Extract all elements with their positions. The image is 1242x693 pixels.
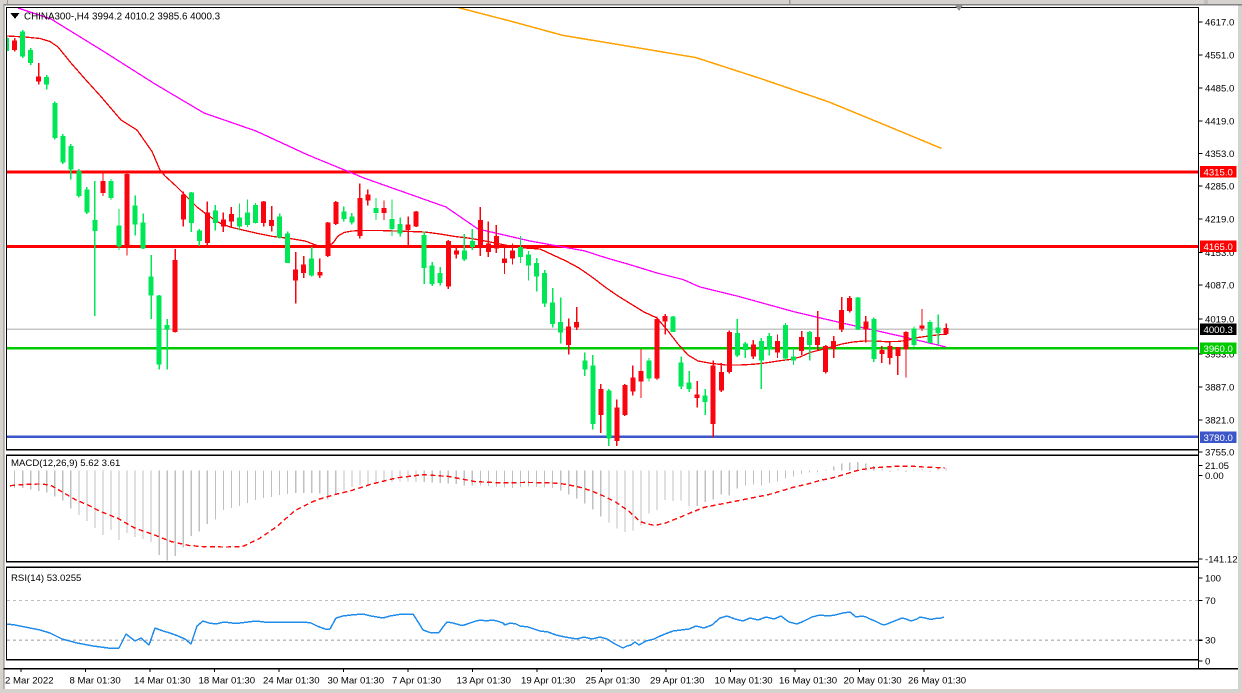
svg-text:25 Apr 01:30: 25 Apr 01:30 xyxy=(586,676,640,687)
svg-text:-141.12: -141.12 xyxy=(1205,554,1238,565)
svg-text:100: 100 xyxy=(1205,573,1221,584)
svg-text:3887.0: 3887.0 xyxy=(1205,382,1234,393)
svg-text:4165.0: 4165.0 xyxy=(1204,242,1233,253)
svg-text:3755.0: 3755.0 xyxy=(1205,447,1234,458)
svg-text:4419.0: 4419.0 xyxy=(1205,116,1234,127)
svg-text:4087.0: 4087.0 xyxy=(1205,280,1234,291)
svg-text:7 Apr 01:30: 7 Apr 01:30 xyxy=(392,676,441,687)
svg-text:8 Mar 01:30: 8 Mar 01:30 xyxy=(70,676,121,687)
svg-text:CHINA300-,H4 3994.2 4010.2 39: CHINA300-,H4 3994.2 4010.2 3985.6 4000.3 xyxy=(24,12,221,23)
svg-text:4551.0: 4551.0 xyxy=(1205,50,1234,61)
svg-text:4353.0: 4353.0 xyxy=(1205,149,1234,160)
svg-text:4315.0: 4315.0 xyxy=(1204,167,1233,178)
svg-text:3780.0: 3780.0 xyxy=(1204,433,1233,444)
svg-text:19 Apr 01:30: 19 Apr 01:30 xyxy=(521,676,575,687)
svg-text:18 Mar 01:30: 18 Mar 01:30 xyxy=(199,676,256,687)
svg-text:3821.0: 3821.0 xyxy=(1205,415,1234,426)
svg-text:30 Mar 01:30: 30 Mar 01:30 xyxy=(328,676,385,687)
svg-text:4285.0: 4285.0 xyxy=(1205,181,1234,192)
svg-text:0.00: 0.00 xyxy=(1205,471,1224,482)
svg-text:MACD(12,26,9) 5.62 3.61: MACD(12,26,9) 5.62 3.61 xyxy=(11,458,120,469)
svg-text:16 May 01:30: 16 May 01:30 xyxy=(779,676,837,687)
svg-text:70: 70 xyxy=(1205,596,1216,607)
svg-text:24 Mar 01:30: 24 Mar 01:30 xyxy=(263,676,320,687)
svg-text:3960.0: 3960.0 xyxy=(1204,344,1233,355)
svg-text:4219.0: 4219.0 xyxy=(1205,214,1234,225)
svg-text:0: 0 xyxy=(1205,656,1210,667)
svg-text:4153.0: 4153.0 xyxy=(1205,248,1234,259)
svg-text:29 Apr 01:30: 29 Apr 01:30 xyxy=(650,676,704,687)
svg-text:4019.0: 4019.0 xyxy=(1205,314,1234,325)
svg-text:14 Mar 01:30: 14 Mar 01:30 xyxy=(134,676,191,687)
svg-text:4617.0: 4617.0 xyxy=(1205,17,1234,28)
svg-text:13 Apr 01:30: 13 Apr 01:30 xyxy=(457,676,511,687)
svg-text:26 May 01:30: 26 May 01:30 xyxy=(908,676,966,687)
svg-text:4000.3: 4000.3 xyxy=(1204,325,1233,336)
svg-text:20 May 01:30: 20 May 01:30 xyxy=(844,676,902,687)
svg-text:3953.0: 3953.0 xyxy=(1205,349,1234,360)
svg-text:30: 30 xyxy=(1205,636,1216,647)
svg-text:4485.0: 4485.0 xyxy=(1205,83,1234,94)
svg-text:2 Mar 2022: 2 Mar 2022 xyxy=(5,676,54,687)
svg-text:21.05: 21.05 xyxy=(1205,461,1229,472)
svg-text:RSI(14) 53.0255: RSI(14) 53.0255 xyxy=(11,573,81,584)
svg-text:10 May 01:30: 10 May 01:30 xyxy=(715,676,773,687)
